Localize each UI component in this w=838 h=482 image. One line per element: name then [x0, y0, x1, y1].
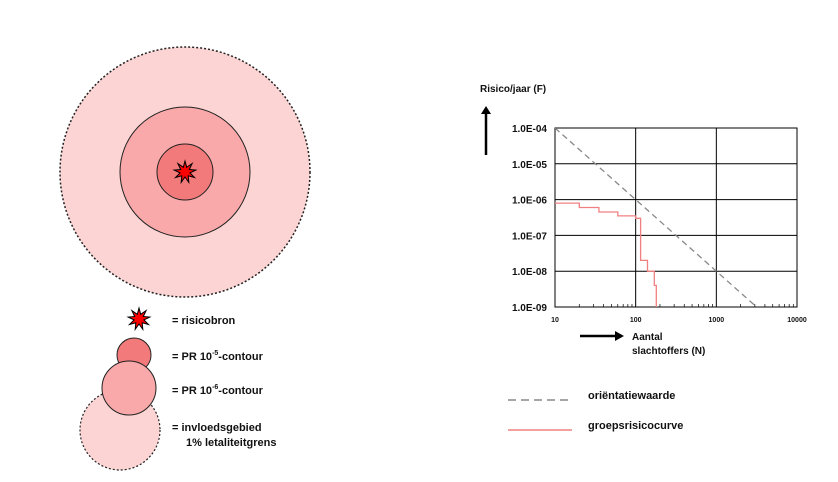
plot-area-frame — [554, 127, 798, 308]
y-axis-label: Risico/jaar (F) — [480, 84, 546, 95]
legend-label-influence-area: = invloedsgebied — [172, 422, 262, 434]
legend-label-orientation-value: oriëntatiewaarde — [588, 390, 675, 402]
legend-label-pr-10-6: = PR 10-6-contour — [172, 384, 264, 397]
explosion-icon — [126, 306, 152, 332]
y-tick-labels: 1.0E-09 1.0E-08 1.0E-07 1.0E-06 1.0E-05 1.0E-… — [512, 124, 547, 314]
x-tick-label: 100 — [630, 317, 642, 324]
x-tick-label: 10000 — [787, 317, 807, 324]
legend-label-group-risk-curve: groepsrisicocurve — [588, 420, 683, 432]
legend-label-pr-10-5: = PR 10-5-contour — [172, 350, 264, 363]
chart-legend: oriëntatiewaarde groepsrisicocurve — [508, 390, 683, 432]
fn-curve-chart: Risico/jaar (F) 1.0E-091.0E-081.0E-071.0… — [480, 84, 807, 432]
legend-label-lethality-limit: 1% letaliteitgrens — [186, 437, 276, 449]
x-axis-label-line2: slachtoffers (N) — [632, 346, 705, 357]
y-tick-label: 1.0E-04 — [512, 124, 547, 135]
x-axis-label-line1: Aantal — [632, 332, 663, 343]
risk-source-explosion-icon — [172, 159, 198, 185]
y-tick-label: 1.0E-05 — [512, 160, 547, 171]
risk-contours-diagram — [59, 46, 311, 298]
x-tick-labels: 10 100 1000 10000 — [551, 317, 807, 324]
y-tick-label: 1.0E-09 — [512, 303, 547, 314]
series-orientation-value-line — [555, 128, 758, 307]
pr-10-6-circle-icon — [101, 360, 157, 416]
series-group-risk-curve — [555, 202, 657, 307]
chart-series — [555, 128, 758, 307]
y-axis-arrow-head-icon — [481, 106, 491, 114]
chart-grid — [554, 127, 798, 308]
x-axis-arrow-head-icon — [615, 331, 624, 341]
y-tick-label: 1.0E-08 — [512, 267, 547, 278]
x-tick-label: 10 — [551, 317, 559, 324]
y-tick-label: 1.0E-06 — [512, 196, 547, 207]
contour-legend: = risicobron = PR 10-5-contour = PR 10-6… — [79, 306, 276, 471]
x-tick-label: 1000 — [709, 317, 725, 324]
legend-label-risk-source: = risicobron — [172, 315, 236, 327]
y-tick-label: 1.0E-07 — [512, 231, 547, 242]
